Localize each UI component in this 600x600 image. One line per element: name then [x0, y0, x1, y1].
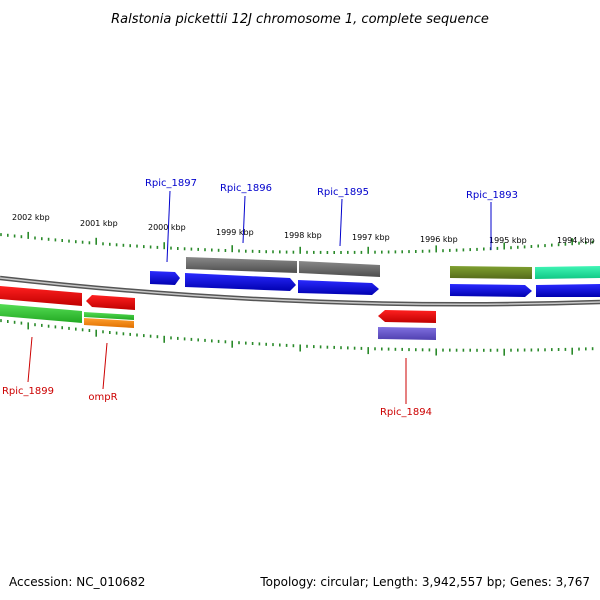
gene-feature-orange[interactable] [84, 318, 134, 328]
leader-line-ompr [102, 342, 108, 390]
scale-ticks-lower [0, 319, 594, 356]
cds-forward-right-edge[interactable] [536, 284, 600, 297]
tick-label-1994kbp: 1994 kbp [557, 236, 595, 245]
gene-label-rpic-1895[interactable]: Rpic_1895 [317, 187, 369, 198]
cds-reverse-ompr[interactable] [86, 295, 135, 310]
gene-label-rpic-1894[interactable]: Rpic_1894 [380, 407, 432, 418]
accession-text: Accession: NC_010682 [9, 575, 146, 589]
gene-feature-purple[interactable] [378, 327, 436, 340]
tick-label-1999kbp: 1999 kbp [216, 228, 254, 237]
cds-reverse-rpic-1899[interactable] [0, 286, 82, 306]
tick-label-1997kbp: 1997 kbp [352, 233, 390, 242]
gene-label-rpic-1897[interactable]: Rpic_1897 [145, 178, 197, 189]
gene-label-rpic-1893[interactable]: Rpic_1893 [466, 190, 518, 201]
gene-feature-green-1[interactable] [0, 304, 82, 323]
gene-label-ompr[interactable]: ompR [88, 392, 117, 403]
tick-label-1996kbp: 1996 kbp [420, 235, 458, 244]
gene-label-rpic-1896[interactable]: Rpic_1896 [220, 183, 272, 194]
tick-label-1995kbp: 1995 kbp [489, 236, 527, 245]
gene-feature-green-2[interactable] [84, 312, 134, 320]
tick-label-2001kbp: 2001 kbp [80, 219, 118, 228]
leader-line-rpic-1895 [339, 198, 343, 247]
gene-feature-teal[interactable] [535, 266, 600, 279]
tick-label-1998kbp: 1998 kbp [284, 231, 322, 240]
cds-reverse-rpic-1894[interactable] [378, 310, 436, 323]
gene-label-rpic-1899[interactable]: Rpic_1899 [2, 386, 54, 397]
leader-line-rpic-1896 [242, 195, 246, 244]
cds-forward-rpic-1896[interactable] [185, 273, 296, 291]
gene-feature-gray-1[interactable] [186, 257, 297, 273]
genome-backbone-highlight [0, 277, 600, 306]
cds-forward-rpic-1895[interactable] [298, 280, 379, 295]
tick-label-2002kbp: 2002 kbp [12, 213, 50, 222]
leader-line-rpic-1899 [27, 336, 33, 383]
gene-feature-gray-2[interactable] [299, 261, 380, 277]
genome-summary-text: Topology: circular; Length: 3,942,557 bp… [260, 575, 590, 589]
gene-feature-olive[interactable] [450, 266, 532, 279]
cds-forward-rpic-1893[interactable] [450, 284, 532, 297]
leader-line-rpic-1897 [166, 190, 171, 263]
cds-forward-rpic-1897[interactable] [150, 271, 180, 285]
map-title: Ralstonia pickettii 12J chromosome 1, co… [111, 12, 489, 27]
tick-label-2000kbp: 2000 kbp [148, 223, 186, 232]
